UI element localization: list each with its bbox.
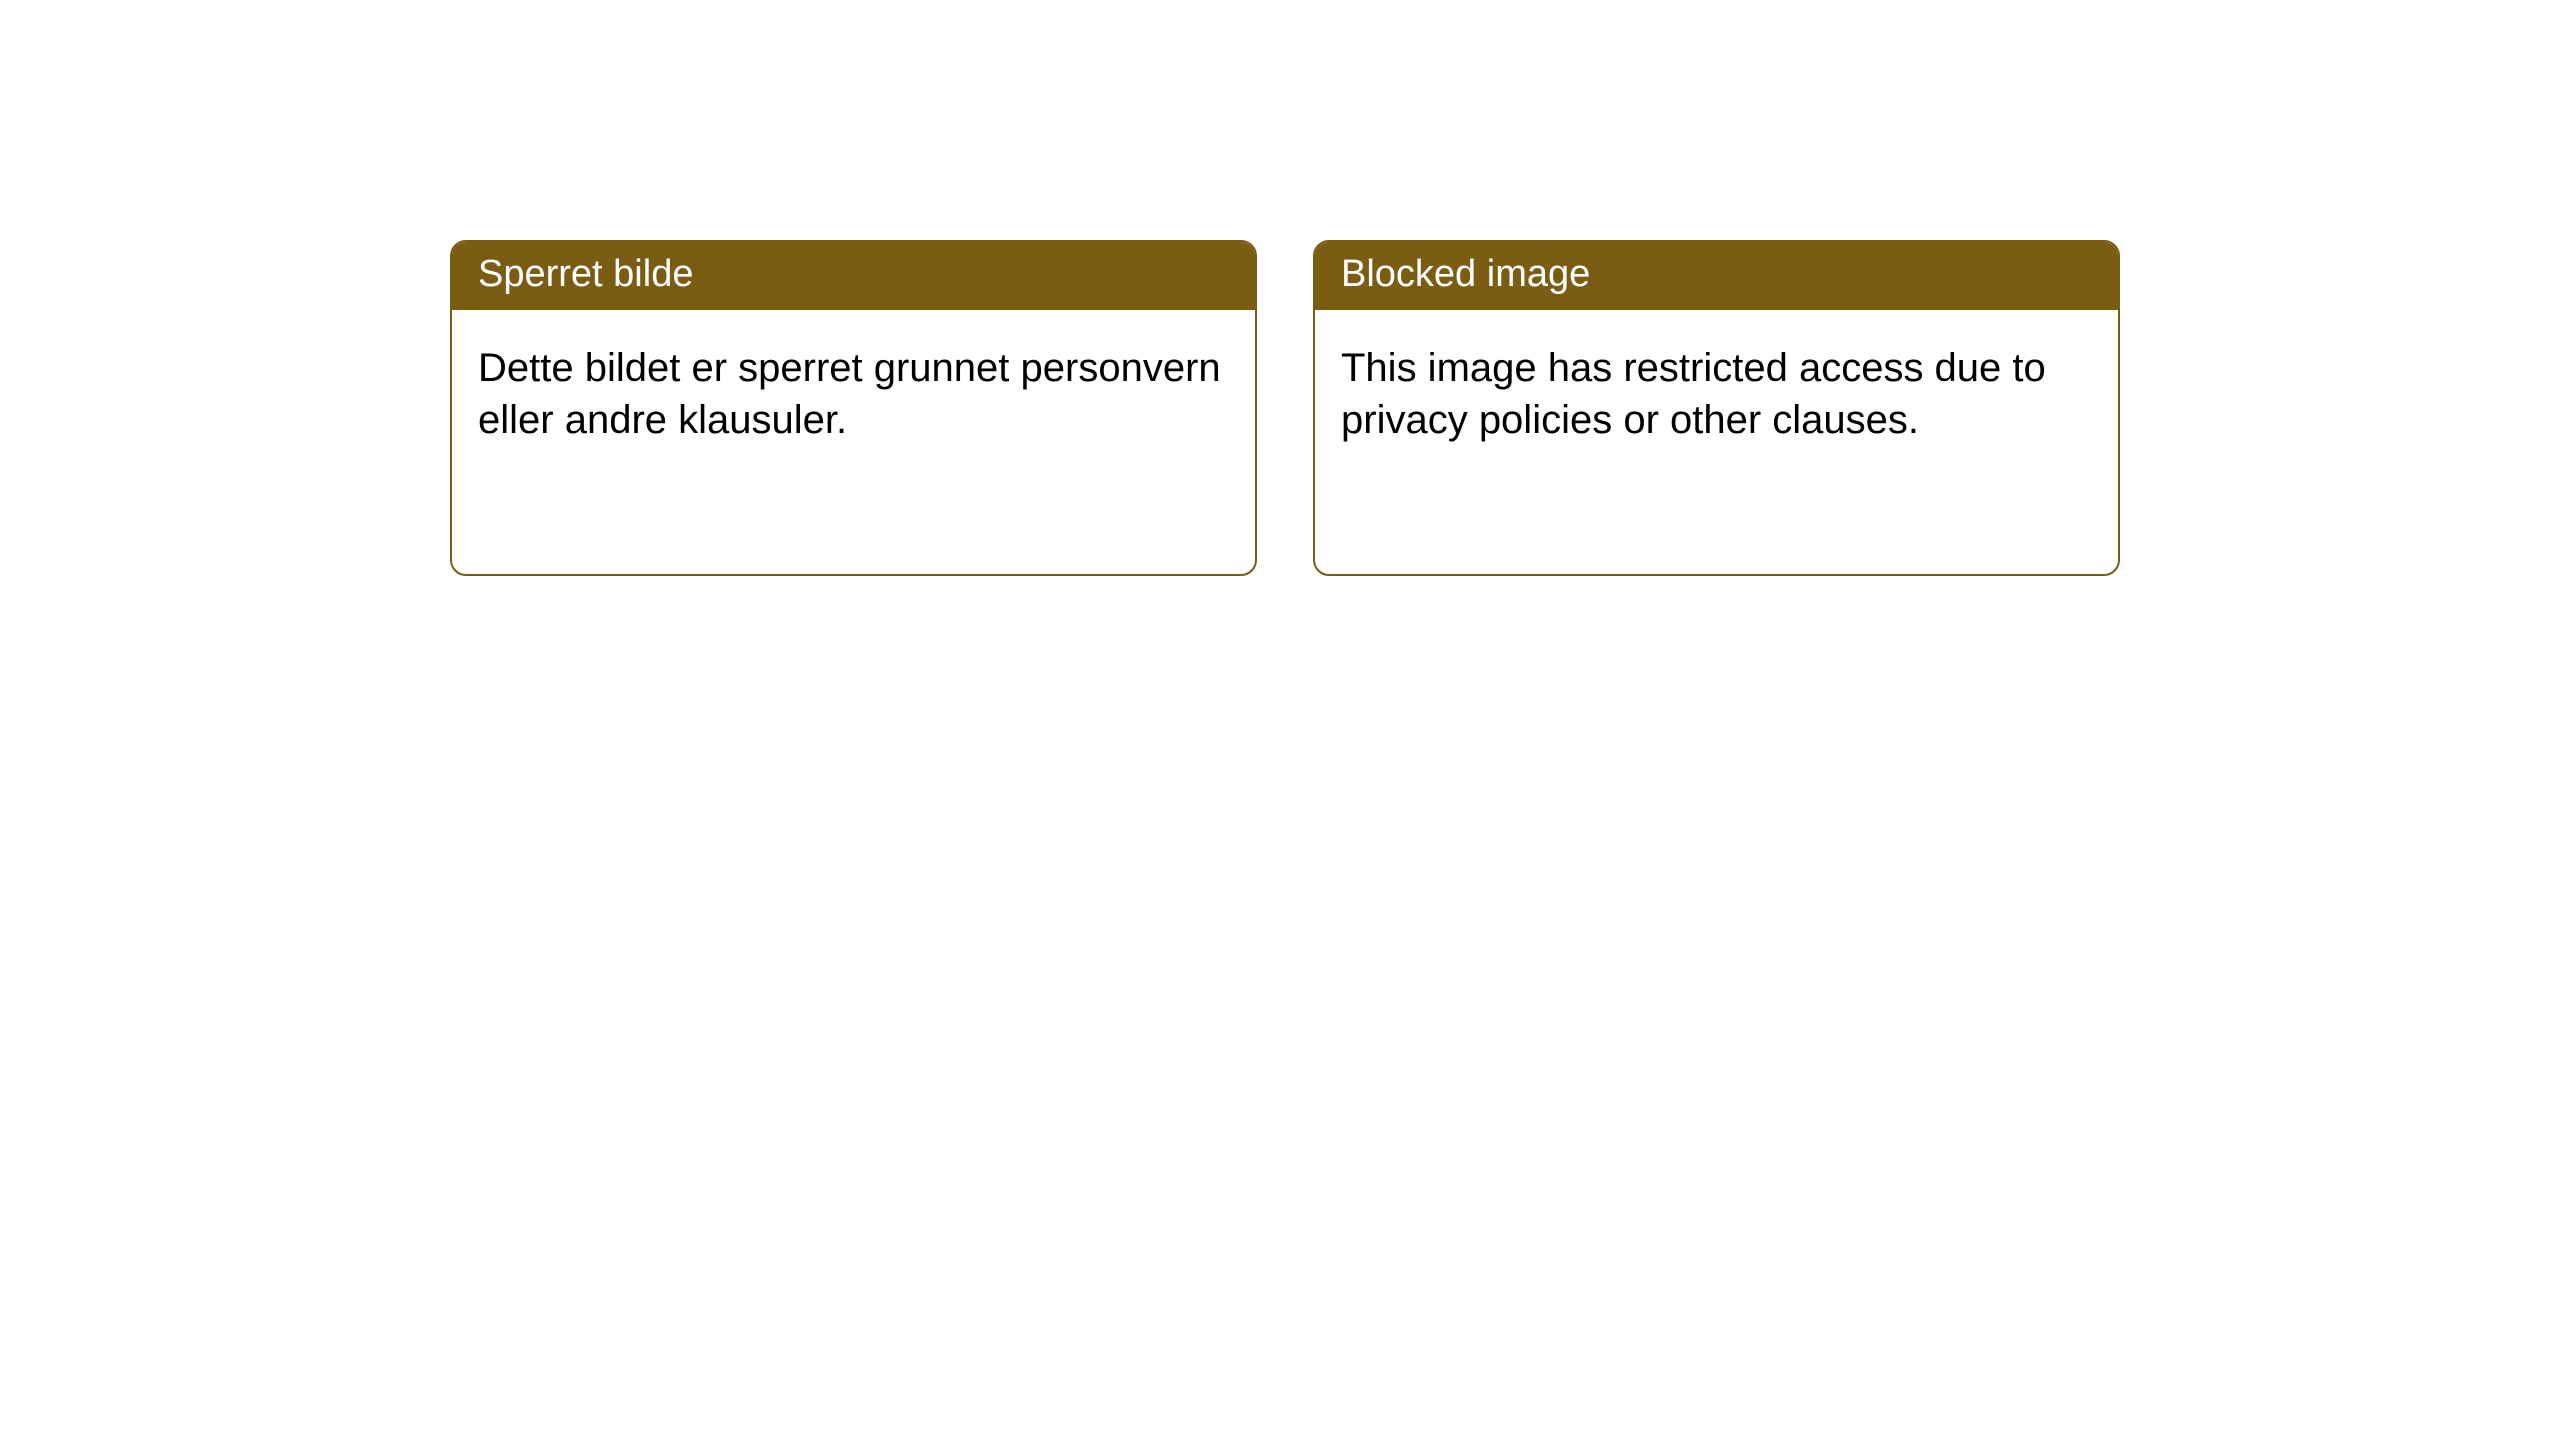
notice-card-english: Blocked image This image has restricted … bbox=[1313, 240, 2120, 576]
card-title: Blocked image bbox=[1315, 242, 2118, 310]
card-body-text: This image has restricted access due to … bbox=[1315, 310, 2118, 480]
cards-container: Sperret bilde Dette bildet er sperret gr… bbox=[0, 0, 2560, 576]
card-title: Sperret bilde bbox=[452, 242, 1255, 310]
card-body-text: Dette bildet er sperret grunnet personve… bbox=[452, 310, 1255, 480]
notice-card-norwegian: Sperret bilde Dette bildet er sperret gr… bbox=[450, 240, 1257, 576]
